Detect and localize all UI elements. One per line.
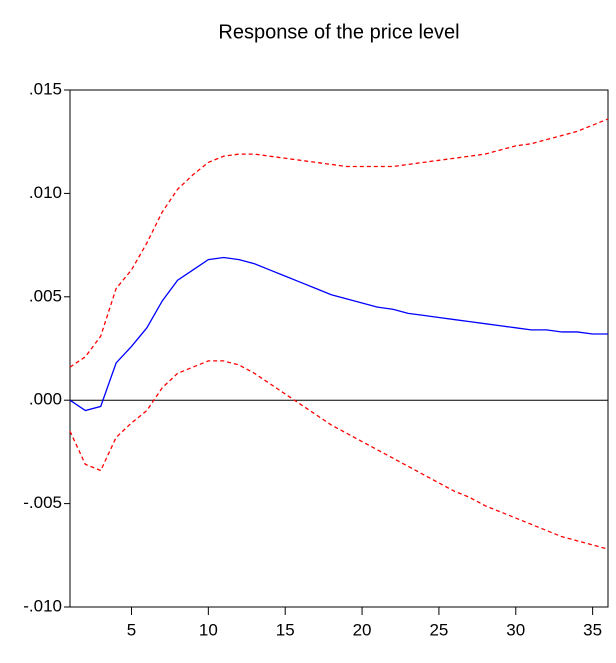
plot-frame <box>69 89 609 608</box>
y-tick-label: -.010 <box>23 596 62 615</box>
y-tick-label: .010 <box>29 183 62 202</box>
x-tick-label: 5 <box>127 620 136 639</box>
y-tick-label: -.005 <box>23 493 62 512</box>
x-tick-label: 35 <box>583 620 602 639</box>
series-line <box>69 118 609 368</box>
series-line <box>69 256 608 412</box>
x-tick-label: 15 <box>276 620 295 639</box>
y-tick-label: .000 <box>29 390 62 409</box>
x-tick-label: 30 <box>506 620 525 639</box>
series-line <box>69 360 609 550</box>
x-tick-label: 10 <box>199 620 218 639</box>
chart-title: Response of the price level <box>218 21 459 43</box>
y-tick-label: .015 <box>29 79 62 98</box>
x-tick-label: 25 <box>429 620 448 639</box>
y-tick-label: .005 <box>29 286 62 305</box>
x-tick-label: 20 <box>353 620 372 639</box>
